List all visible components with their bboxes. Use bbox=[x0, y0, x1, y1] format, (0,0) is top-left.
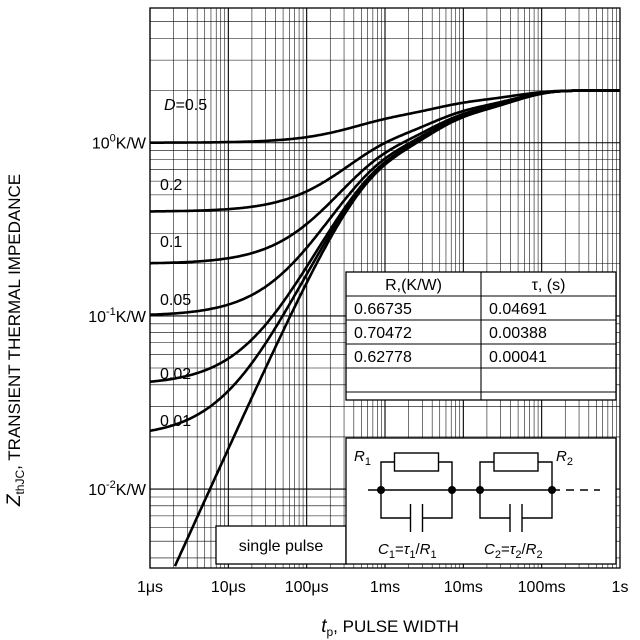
curve-label-0.01: 0.01 bbox=[160, 413, 191, 430]
x-tick-label: 1ms bbox=[370, 579, 400, 596]
wire bbox=[479, 490, 510, 519]
y-axis-title: ZthJC, TRANSIENT THERMAL IMPEDANCE bbox=[4, 174, 27, 507]
table-cell: 0.04691 bbox=[489, 301, 547, 318]
y-tick-label: 10-1K/W bbox=[88, 306, 147, 326]
label-r1: R1 bbox=[354, 448, 371, 468]
curve-label-0.05: 0.05 bbox=[160, 292, 191, 309]
curve-label-D=0.5: D=0.5 bbox=[164, 97, 207, 114]
wire bbox=[522, 490, 553, 519]
table-cell: 0.00041 bbox=[489, 349, 547, 366]
node-dot bbox=[548, 486, 556, 494]
single-pulse-box bbox=[215, 525, 347, 565]
curve-label-0.1: 0.1 bbox=[160, 234, 182, 251]
wire bbox=[380, 490, 411, 519]
y-tick-label: 10-2K/W bbox=[88, 479, 147, 499]
x-tick-label: 100μs bbox=[285, 579, 329, 596]
resistor-symbol bbox=[493, 452, 539, 472]
x-tick-label: 10ms bbox=[444, 579, 483, 596]
table-cell: 0.66735 bbox=[354, 301, 412, 318]
y-tick-label: 100K/W bbox=[92, 133, 147, 153]
curves bbox=[149, 89, 620, 567]
label-c1: C1=τ1/R1 bbox=[378, 541, 437, 561]
node-dot bbox=[448, 486, 456, 494]
node-dot bbox=[476, 486, 484, 494]
table-cell: 0.70472 bbox=[354, 325, 412, 342]
wire bbox=[380, 461, 395, 490]
label-r2: R2 bbox=[556, 448, 573, 468]
x-tick-label: 1μs bbox=[137, 579, 163, 596]
curve-single-pulse bbox=[173, 89, 620, 567]
table-header: R,(K/W) bbox=[385, 277, 442, 294]
wire bbox=[479, 461, 494, 490]
table-cell: 0.00388 bbox=[489, 325, 547, 342]
wire bbox=[422, 490, 453, 519]
wire bbox=[538, 461, 553, 490]
network-frame bbox=[345, 437, 617, 565]
x-axis-title: tp, PULSE WIDTH bbox=[321, 616, 459, 639]
tick-labels: 1μs 10μs 100μs 1ms 10ms 100ms 1s 100K/W 10-1K/W 1… bbox=[88, 133, 628, 596]
table-header: τ, (s) bbox=[532, 277, 566, 294]
foster-network-diagram: R1 R2 C1=τ1/R1 C2=τ2/R2 bbox=[345, 437, 617, 565]
curve-label-0.02: 0.02 bbox=[160, 366, 191, 383]
curve-label-0.2: 0.2 bbox=[160, 177, 182, 194]
curve-label-var: D bbox=[164, 97, 176, 114]
wire bbox=[438, 461, 453, 490]
curve-labels: D=0.5 0.2 0.1 0.05 0.02 0.01 single pulse bbox=[160, 97, 347, 565]
curve-label-single-pulse: single pulse bbox=[239, 538, 324, 555]
node-dot bbox=[377, 486, 385, 494]
resistor-symbol bbox=[393, 452, 440, 472]
label-c2: C2=τ2/R2 bbox=[484, 541, 543, 561]
x-tick-label: 100ms bbox=[518, 579, 566, 596]
x-tick-label: 1s bbox=[612, 579, 629, 596]
x-tick-label: 10μs bbox=[211, 579, 246, 596]
table-cell: 0.62778 bbox=[354, 349, 412, 366]
foster-table: R,(K/W) τ, (s) 0.66735 0.04691 0.70472 0.0038… bbox=[345, 271, 617, 401]
curve-label-val: =0.5 bbox=[176, 97, 208, 114]
